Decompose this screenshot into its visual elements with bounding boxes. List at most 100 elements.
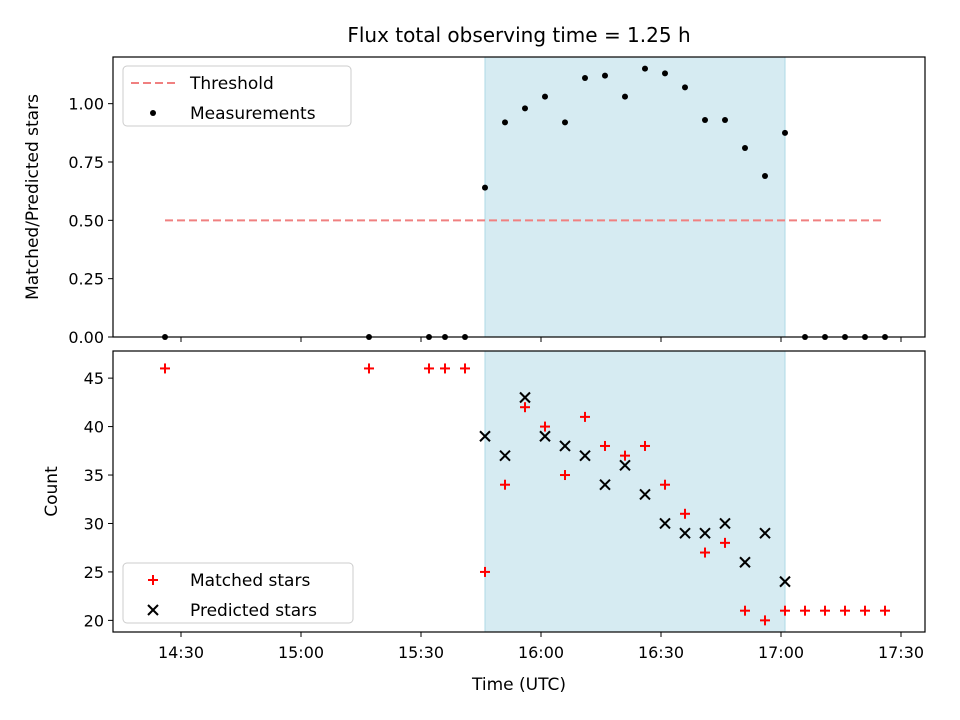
matched-stars-point — [860, 605, 870, 616]
predicted-stars-point — [519, 391, 531, 404]
matched-stars-point — [540, 421, 550, 432]
measurement-point — [502, 119, 508, 126]
predicted-stars-point — [499, 449, 511, 462]
plot-frame — [112, 350, 926, 633]
measurement-point — [782, 129, 788, 136]
x-tick-label: 15:00 — [278, 643, 324, 662]
marker-stroke — [639, 488, 651, 501]
matched-stars-point — [160, 363, 170, 374]
matched-stars-point — [740, 605, 750, 616]
matched-stars-point — [880, 605, 890, 616]
measurement-point — [542, 93, 548, 100]
y-tick-label: 40 — [84, 418, 104, 437]
predicted-stars-point — [619, 459, 631, 472]
predicted-stars-point — [639, 488, 651, 501]
marker-stroke — [779, 575, 791, 588]
matched-stars-point — [800, 605, 810, 616]
legend-predicted-swatch — [147, 604, 159, 616]
matched-stars-point — [424, 363, 434, 374]
legend-label: Matched stars — [190, 571, 310, 591]
measurement-point — [642, 65, 648, 72]
matched-stars-point — [440, 363, 450, 374]
matched-stars-point — [364, 363, 374, 374]
marker-stroke — [499, 449, 511, 462]
measurement-point — [602, 72, 608, 79]
matched-stars-point — [500, 479, 510, 490]
y-tick-label: 0.00 — [68, 328, 104, 347]
y-tick-label: 0.75 — [68, 153, 104, 172]
plot-frame — [112, 56, 926, 338]
marker-stroke — [719, 517, 731, 530]
x-axis-label: Time (UTC) — [471, 675, 566, 695]
predicted-stars-point — [759, 527, 771, 539]
x-tick-label: 16:30 — [638, 643, 684, 662]
matched-stars-point — [720, 537, 730, 548]
matched-stars-point — [480, 566, 490, 577]
measurement-point — [722, 117, 728, 123]
marker-stroke — [759, 527, 771, 539]
measurement-point — [682, 84, 688, 91]
measurement-point — [482, 184, 488, 191]
predicted-stars-point — [539, 430, 551, 442]
observing-window-span — [484, 56, 786, 338]
legend-label: Measurements — [190, 104, 316, 124]
y-tick-label: 35 — [84, 466, 104, 485]
measurement-point — [562, 119, 568, 126]
marker-stroke — [519, 391, 531, 404]
y-tick-label: 30 — [84, 514, 104, 533]
marker-stroke — [699, 527, 711, 539]
predicted-stars-point — [599, 479, 611, 491]
legend-measurement-swatch — [150, 110, 156, 116]
predicted-stars-point — [579, 449, 591, 462]
matched-stars-point — [780, 605, 790, 616]
x-tick-label: 17:00 — [758, 643, 804, 662]
y-axis-label: Count — [42, 466, 62, 517]
x-tick-label: 16:00 — [518, 643, 564, 662]
matched-stars-point — [680, 508, 690, 519]
y-tick-label: 45 — [84, 369, 104, 388]
matched-stars-point — [660, 479, 670, 490]
matched-stars-point — [520, 402, 530, 413]
legend: Matched stars Predicted stars — [122, 562, 354, 624]
marker-stroke — [559, 440, 571, 452]
predicted-stars-point — [679, 527, 691, 539]
matched-stars-point — [600, 440, 610, 451]
matched-stars-point — [840, 605, 850, 616]
matched-stars-point — [560, 470, 570, 481]
measurement-point — [762, 173, 768, 179]
measurement-point — [582, 75, 588, 81]
y-tick-label: 25 — [84, 563, 104, 582]
marker-stroke — [739, 556, 751, 568]
chart-title: Flux total observing time = 1.25 h — [347, 23, 690, 47]
bottom-panel: 20 25 30 35 40 45 14:30 15:00 15:30 16:00 16:30 17:… — [42, 350, 926, 662]
matched-stars-point — [820, 605, 830, 616]
marker-stroke — [579, 449, 591, 462]
measurement-point — [662, 70, 668, 77]
predicted-stars-point — [779, 575, 791, 588]
predicted-stars-point — [479, 430, 491, 442]
marker-stroke — [619, 459, 631, 472]
legend-box — [122, 562, 354, 624]
x-tick-label: 15:30 — [398, 643, 444, 662]
predicted-stars-point — [699, 527, 711, 539]
matched-stars-point — [620, 450, 630, 461]
y-tick-label: 0.50 — [68, 211, 104, 230]
marker-stroke — [679, 527, 691, 539]
y-tick-label: 0.25 — [68, 270, 104, 289]
legend: Threshold Measurements — [122, 65, 352, 127]
measurement-point — [702, 117, 708, 123]
legend-label: Threshold — [189, 74, 274, 94]
marker-stroke — [479, 430, 491, 442]
y-tick-label: 1.00 — [68, 95, 104, 114]
predicted-stars-point — [559, 440, 571, 452]
matched-stars-point — [700, 547, 710, 558]
measurement-point — [742, 145, 748, 151]
predicted-stars-point — [719, 517, 731, 530]
predicted-stars-point — [659, 517, 671, 530]
matched-stars-point — [580, 411, 590, 422]
matched-stars-point — [460, 363, 470, 374]
matched-stars-point — [640, 440, 650, 451]
legend-box — [122, 65, 352, 127]
legend-label: Predicted stars — [190, 601, 317, 621]
